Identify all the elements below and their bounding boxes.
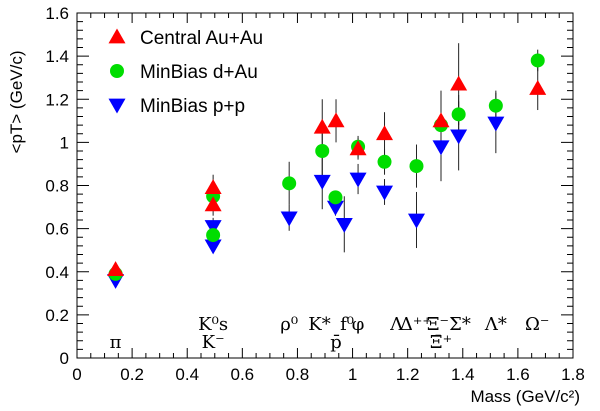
error-bars — [212, 43, 539, 253]
point-minbias-d-au — [315, 144, 330, 158]
particle-label: f⁰ — [340, 314, 354, 335]
particle-label: ρ⁰ — [280, 314, 298, 335]
point-central-au-au — [376, 125, 394, 141]
point-minbias-p-p — [326, 200, 344, 216]
point-central-au-au — [204, 179, 222, 195]
point-minbias-p-p — [335, 217, 353, 233]
point-minbias-d-au — [282, 176, 297, 191]
point-minbias-p-p — [450, 129, 468, 145]
point-minbias-p-p — [313, 174, 331, 190]
legend-marker — [108, 98, 126, 114]
point-minbias-p-p — [487, 116, 505, 132]
x-tick-label: 0.8 — [286, 365, 310, 384]
legend-label: MinBias d+Au — [140, 62, 258, 83]
x-tick-label: 1.2 — [396, 365, 420, 384]
y-tick-label: 1.4 — [45, 47, 69, 66]
x-tick-label: 0.4 — [175, 365, 199, 384]
point-minbias-p-p — [407, 213, 425, 229]
y-tick-label: 0.2 — [45, 306, 69, 325]
point-minbias-p-p — [349, 172, 367, 188]
point-minbias-d-au — [488, 98, 503, 113]
legend: Central Au+Au MinBias d+Au MinBias p+p — [108, 28, 263, 117]
x-tick-label: 1 — [348, 365, 357, 384]
particle-label: π — [110, 332, 122, 353]
point-central-au-au — [313, 118, 331, 134]
point-minbias-d-au — [409, 159, 424, 174]
legend-label: Central Au+Au — [140, 28, 263, 49]
x-tick-label: 0.2 — [120, 365, 144, 384]
y-tick-label: 0.8 — [45, 177, 69, 196]
point-minbias-p-p — [204, 239, 222, 255]
particle-label: Ξ⁻ — [427, 314, 449, 335]
point-minbias-d-au — [530, 53, 545, 68]
particle-label: Λ — [389, 314, 404, 335]
axes: 0 0.2 0.4 0.6 0.8 1 1.2 1.4 1.6 1.8 0 0.2 0.4 0.6 0.8 1… — [45, 4, 584, 384]
point-central-au-au — [529, 79, 547, 95]
point-central-au-au — [450, 75, 468, 91]
particle-label: Ξ̄⁺ — [430, 332, 452, 353]
legend-marker — [110, 64, 124, 78]
y-tick-label: 0.6 — [45, 220, 69, 239]
point-central-au-au — [327, 112, 345, 128]
particle-label: K⁻ — [202, 332, 225, 353]
x-tick-label: 1.8 — [561, 365, 585, 384]
markers — [107, 53, 547, 289]
legend-label: MinBias p+p — [140, 96, 245, 117]
point-central-au-au — [349, 140, 367, 156]
y-axis-title: <pT> (GeV/c) — [7, 51, 26, 154]
y-tick-label: 0.4 — [45, 263, 69, 282]
point-central-au-au — [432, 112, 450, 128]
y-tick-label: 1.2 — [45, 90, 69, 109]
particle-label: Σ* — [449, 314, 471, 335]
x-axis-title: Mass (GeV/c²) — [470, 387, 580, 406]
point-minbias-p-p — [432, 140, 450, 156]
point-central-au-au — [107, 261, 125, 276]
x-tick-label: 1.6 — [506, 365, 530, 384]
x-tick-label: 0.6 — [231, 365, 255, 384]
point-minbias-p-p — [204, 220, 222, 235]
particle-label: φ — [352, 314, 365, 335]
particle-label: p̄ — [330, 332, 342, 353]
particle-label: K* — [308, 314, 330, 335]
point-central-au-au — [204, 196, 222, 212]
x-tick-label: 0 — [72, 365, 81, 384]
y-tick-label: 1.6 — [45, 4, 69, 23]
legend-marker — [108, 28, 126, 44]
particle-label: Δ⁺⁺ — [400, 314, 432, 335]
point-minbias-p-p — [376, 185, 394, 201]
particle-label: Ω⁻ — [525, 314, 549, 335]
point-minbias-d-au — [451, 107, 466, 122]
y-tick-label: 1 — [60, 133, 69, 152]
particle-label: K⁰s — [198, 314, 228, 335]
particle-label: Λ* — [484, 314, 507, 335]
y-tick-label: 0 — [60, 349, 69, 368]
point-minbias-d-au — [206, 228, 221, 243]
point-minbias-d-au — [377, 154, 392, 169]
point-minbias-p-p — [280, 211, 298, 227]
x-tick-label: 1.4 — [451, 365, 475, 384]
point-minbias-d-au — [328, 190, 343, 205]
